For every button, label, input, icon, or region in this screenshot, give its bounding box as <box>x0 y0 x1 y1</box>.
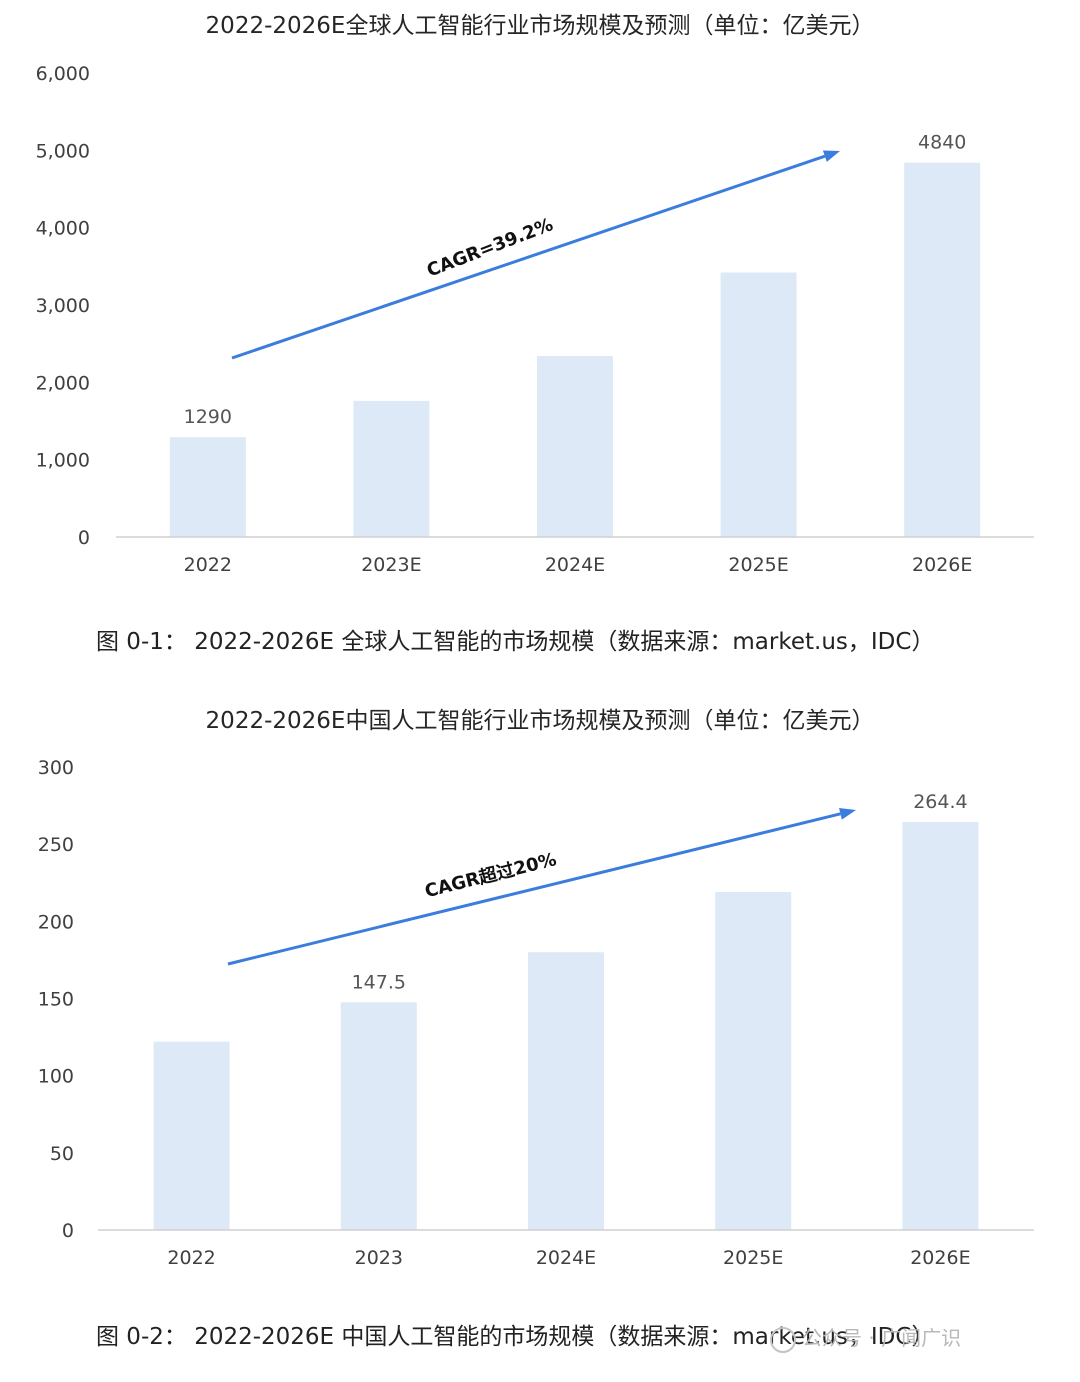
x-tick-label: 2024E <box>536 1247 596 1269</box>
y-tick-label: 100 <box>38 1066 74 1088</box>
y-tick-label: 150 <box>38 989 74 1011</box>
growth-arrow-line <box>231 154 826 360</box>
watermark-text: 公众号 · 广闻广识 <box>802 1326 962 1350</box>
x-tick-label: 2022 <box>184 554 232 576</box>
y-tick-label: 300 <box>38 757 74 779</box>
y-tick-label: 3,000 <box>36 295 90 317</box>
x-tick-label: 2023E <box>361 554 421 576</box>
bar <box>340 1002 417 1230</box>
bar <box>353 400 430 537</box>
y-tick-label: 200 <box>38 911 74 933</box>
chart-china: 2022-2026E中国人工智能行业市场规模及预测（单位：亿美元） 0 50 100… <box>0 695 1080 1295</box>
bar <box>528 952 604 1230</box>
bar <box>169 437 246 537</box>
y-tick-label: 250 <box>38 834 74 856</box>
x-tick-label: 2026E <box>910 1247 970 1269</box>
bar <box>904 162 981 537</box>
chart-plot-global: 0 1,000 2,000 3,000 4,000 5,000 6,000 1290 2022 2… <box>36 63 1034 576</box>
bar <box>715 892 792 1230</box>
growth-arrow-line <box>227 812 841 966</box>
bar <box>537 356 613 537</box>
bar <box>902 821 979 1230</box>
y-tick-label: 4,000 <box>36 218 90 240</box>
data-label: 1290 <box>184 406 232 428</box>
y-tick-label: 5,000 <box>36 140 90 162</box>
y-tick-label: 0 <box>62 1220 74 1242</box>
data-label: 147.5 <box>352 971 406 993</box>
y-tick-label: 50 <box>50 1143 74 1165</box>
x-tick-label: 2026E <box>912 554 972 576</box>
watermark: 公众号 · 广闻广识 <box>770 1322 961 1353</box>
wechat-icon <box>770 1326 796 1353</box>
figure-caption-1: 图 0-1： 2022-2026E 全球人工智能的市场规模（数据来源：marke… <box>96 629 935 655</box>
x-tick-label: 2025E <box>728 554 788 576</box>
growth-arrow-head <box>839 807 856 820</box>
y-tick-label: 0 <box>78 527 90 549</box>
chart-title: 2022-2026E中国人工智能行业市场规模及预测（单位：亿美元） <box>205 708 875 734</box>
cagr-annotation: CAGR超过20% <box>422 848 558 902</box>
x-tick-label: 2023 <box>355 1247 403 1269</box>
y-tick-label: 6,000 <box>36 63 90 85</box>
chart-global: 2022-2026E全球人工智能行业市场规模及预测（单位：亿美元） 0 1,000… <box>0 0 1080 600</box>
data-label: 4840 <box>918 132 966 154</box>
growth-arrow-head <box>822 150 840 162</box>
bar <box>153 1041 230 1230</box>
y-tick-label: 2,000 <box>36 372 90 394</box>
x-tick-label: 2025E <box>723 1247 783 1269</box>
bar <box>720 272 797 537</box>
chart-plot-china: 0 50 100 150 200 250 300 2022 147.5 2023 2024E 2025… <box>38 757 1034 1269</box>
data-label: 264.4 <box>913 791 967 813</box>
x-tick-label: 2022 <box>167 1247 215 1269</box>
x-tick-label: 2024E <box>545 554 605 576</box>
chart-title: 2022-2026E全球人工智能行业市场规模及预测（单位：亿美元） <box>205 13 875 39</box>
y-tick-label: 1,000 <box>36 450 90 472</box>
